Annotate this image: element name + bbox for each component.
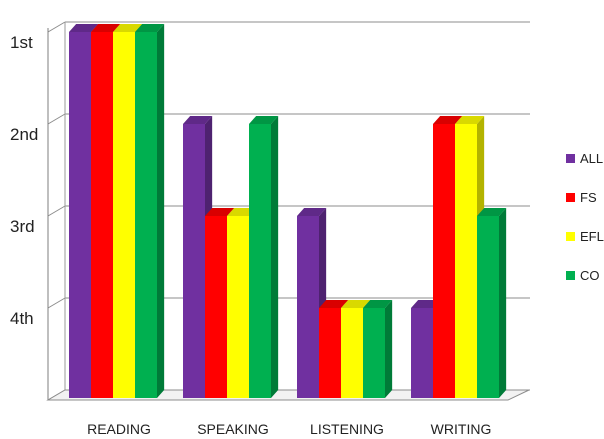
y-tick-label: 2nd [10, 125, 38, 144]
y-tick-label: 4th [10, 309, 34, 328]
bar-front [91, 32, 113, 398]
y-tick-labels: 1st 2nd 3rd 4th [10, 33, 38, 328]
bar [477, 208, 507, 398]
bar-front [477, 216, 499, 398]
bar-top [297, 208, 327, 216]
bar-top [69, 24, 99, 32]
bar-front [135, 32, 157, 398]
gridline-depth [47, 113, 66, 125]
y-tick-label: 3rd [10, 217, 35, 236]
x-tick-label: LISTENING [310, 421, 384, 437]
bar-top [411, 300, 441, 308]
legend-swatch [566, 232, 575, 241]
bar-top [183, 116, 213, 124]
bar-top [455, 116, 485, 124]
bar-front [319, 308, 341, 398]
bar-top [91, 24, 121, 32]
bar-side [271, 116, 279, 398]
bar-front [249, 124, 271, 398]
legend-swatch [566, 193, 575, 202]
bar-side [385, 300, 393, 398]
bar-front [113, 32, 135, 398]
bar-front [341, 308, 363, 398]
bar-side [499, 208, 507, 398]
bar-front [411, 308, 433, 398]
x-tick-label: READING [87, 421, 151, 437]
x-tick-labels: READING SPEAKING LISTENING WRITING [87, 421, 491, 437]
bar-top [227, 208, 257, 216]
bar-front [297, 216, 319, 398]
bar-front [227, 216, 249, 398]
legend-item: FS [566, 190, 597, 205]
bar-front [363, 308, 385, 398]
legend: ALL FS EFL CO [566, 151, 604, 283]
legend-label: FS [580, 190, 597, 205]
bar-front [455, 124, 477, 398]
bar-front [69, 32, 91, 398]
legend-item: EFL [566, 229, 604, 244]
bar-side [157, 24, 165, 398]
bar-top [433, 116, 463, 124]
x-tick-label: WRITING [431, 421, 492, 437]
bar-top [205, 208, 235, 216]
bar-front [433, 124, 455, 398]
bar-top [477, 208, 507, 216]
bar [249, 116, 279, 398]
bar-top [249, 116, 279, 124]
gridline-depth [47, 205, 66, 217]
legend-item: ALL [566, 151, 603, 166]
bar-front [205, 216, 227, 398]
bar-front [183, 124, 205, 398]
legend-swatch [566, 271, 575, 280]
bar-top [113, 24, 143, 32]
gridline-depth [47, 297, 66, 309]
bar-top [363, 300, 393, 308]
legend-item: CO [566, 268, 600, 283]
gridline-depth [47, 21, 66, 33]
bar [135, 24, 165, 398]
legend-label: EFL [580, 229, 604, 244]
legend-label: ALL [580, 151, 603, 166]
legend-swatch [566, 154, 575, 163]
y-tick-label: 1st [10, 33, 33, 52]
bar-top [341, 300, 371, 308]
legend-label: CO [580, 268, 600, 283]
bar [363, 300, 393, 398]
bars [69, 24, 507, 398]
bar-top [319, 300, 349, 308]
x-tick-label: SPEAKING [197, 421, 269, 437]
bar-top [135, 24, 165, 32]
chart-floor [46, 389, 530, 401]
